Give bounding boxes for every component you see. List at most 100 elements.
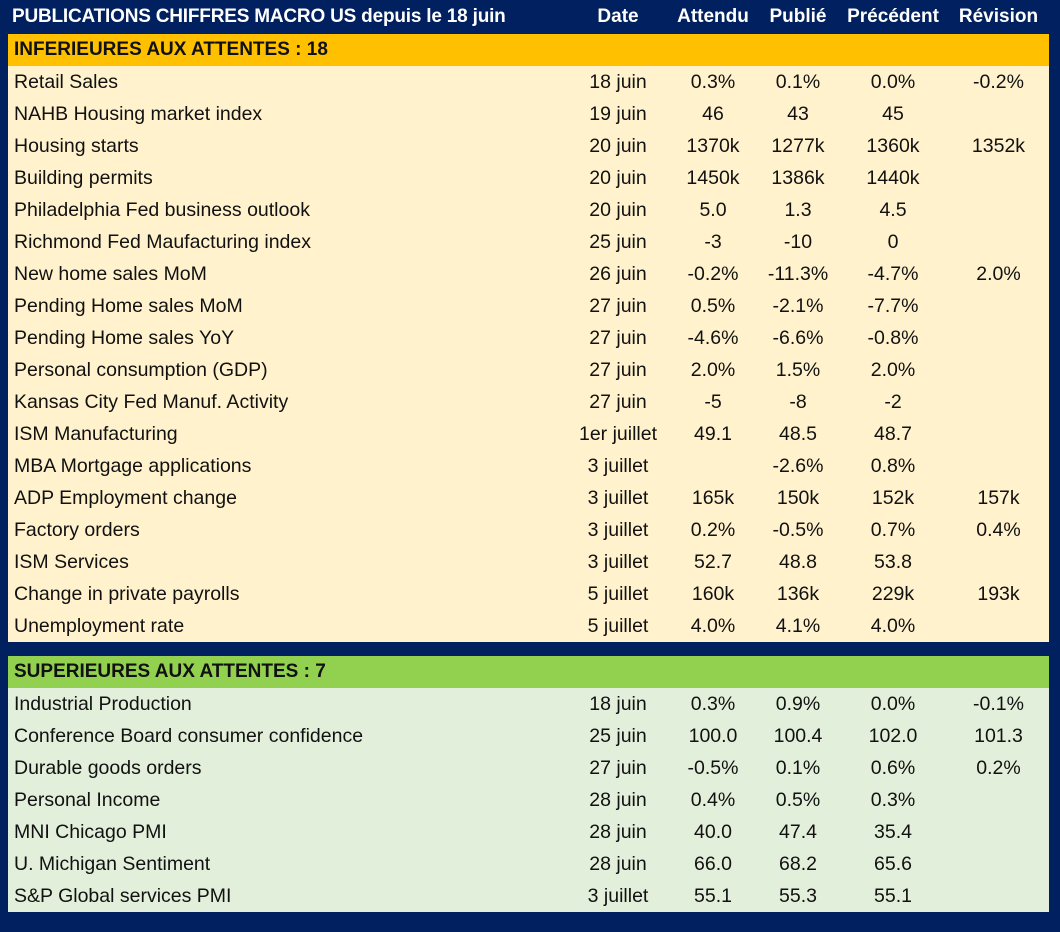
revision-value: 101.3 (974, 724, 1023, 747)
expected-value: 55.1 (694, 884, 732, 907)
revision-value: -0.2% (973, 70, 1024, 93)
revision-value: 157k (977, 486, 1020, 509)
previous-value: 4.5 (879, 198, 907, 221)
revision-value: 2.0% (976, 262, 1021, 285)
release-date: 20 juin (589, 134, 647, 157)
previous-value: 65.6 (874, 852, 912, 875)
table-row: ADP Employment change 3 juillet 165k 150k 15… (8, 482, 1049, 514)
previous-value: 0.7% (870, 518, 916, 541)
release-date: 28 juin (589, 820, 647, 843)
expected-value: -4.6% (687, 326, 739, 349)
table-row: Change in private payrolls 5 juillet 160k 1… (8, 578, 1049, 610)
release-date: 27 juin (589, 756, 647, 779)
published-value: -0.5% (772, 518, 824, 541)
previous-value: -4.7% (867, 262, 919, 285)
table-row: Industrial Production 18 juin 0.3% 0.9% 0.0%… (8, 688, 1049, 720)
expected-value: 2.0% (690, 358, 736, 381)
previous-value: -0.8% (867, 326, 919, 349)
previous-value: 0 (887, 230, 899, 253)
rows-below: Retail Sales 18 juin 0.3% 0.1% 0.0% -0.2% NAHB… (8, 66, 1049, 642)
release-date: 18 juin (589, 692, 647, 715)
indicator-name: S&P Global services PMI (14, 884, 232, 907)
table-row: MBA Mortgage applications 3 juillet -2.6% 0… (8, 450, 1049, 482)
previous-value: 1440k (866, 166, 920, 189)
release-date: 26 juin (589, 262, 647, 285)
published-value: 0.1% (775, 70, 821, 93)
expected-value: 46 (702, 102, 724, 125)
expected-value: -3 (704, 230, 722, 253)
published-value: 47.4 (779, 820, 817, 843)
table-header: PUBLICATIONS CHIFFRES MACRO US depuis le… (8, 0, 1049, 34)
table-row: Unemployment rate 5 juillet 4.0% 4.1% 4.0% (8, 610, 1049, 642)
macro-table: PUBLICATIONS CHIFFRES MACRO US depuis le… (8, 0, 1049, 912)
release-date: 3 juillet (587, 884, 649, 907)
expected-value: 0.3% (690, 692, 736, 715)
previous-value: 229k (871, 582, 915, 605)
release-date: 1er juillet (578, 422, 658, 445)
previous-value: 152k (871, 486, 915, 509)
table-row: Conference Board consumer confidence 25 j… (8, 720, 1049, 752)
indicator-name: Unemployment rate (14, 614, 185, 637)
table-row: Pending Home sales MoM 27 juin 0.5% -2.1% -7… (8, 290, 1049, 322)
published-value: 55.3 (779, 884, 817, 907)
indicator-name: Building permits (14, 166, 153, 189)
published-value: -2.1% (772, 294, 824, 317)
table-row: Philadelphia Fed business outlook 20 juin… (8, 194, 1049, 226)
expected-value: -0.2% (687, 262, 739, 285)
table-row: MNI Chicago PMI 28 juin 40.0 47.4 35.4 (8, 816, 1049, 848)
table-row: NAHB Housing market index 19 juin 46 43 45 (8, 98, 1049, 130)
table-row: Durable goods orders 27 juin -0.5% 0.1% 0.6%… (8, 752, 1049, 784)
indicator-name: Personal Income (14, 788, 161, 811)
section-title-below: INFERIEURES AUX ATTENTES : 18 (8, 34, 1049, 66)
indicator-name: NAHB Housing market index (14, 102, 263, 125)
expected-value: 165k (691, 486, 735, 509)
release-date: 18 juin (589, 70, 647, 93)
table-row: Factory orders 3 juillet 0.2% -0.5% 0.7% 0.4% (8, 514, 1049, 546)
release-date: 3 juillet (587, 550, 649, 573)
indicator-name: U. Michigan Sentiment (14, 852, 211, 875)
indicator-name: Durable goods orders (14, 756, 202, 779)
release-date: 27 juin (589, 326, 647, 349)
published-value: 0.1% (775, 756, 821, 779)
published-value: 100.4 (773, 724, 823, 747)
published-value: 1386k (771, 166, 825, 189)
published-value: 43 (787, 102, 809, 125)
revision-value: 0.4% (976, 518, 1021, 541)
published-value: 48.8 (779, 550, 817, 573)
expected-value: -5 (704, 390, 722, 413)
table-row: Richmond Fed Maufacturing index 25 juin -3… (8, 226, 1049, 258)
previous-value: 45 (882, 102, 904, 125)
col-header-revision: Révision (958, 6, 1039, 27)
published-value: 1.3 (784, 198, 812, 221)
published-value: 1277k (771, 134, 825, 157)
section-above-expectations: SUPERIEURES AUX ATTENTES : 7 Industrial … (8, 656, 1049, 912)
expected-value: 5.0 (699, 198, 727, 221)
previous-value: -7.7% (867, 294, 919, 317)
indicator-name: Factory orders (14, 518, 140, 541)
published-value: 150k (776, 486, 820, 509)
release-date: 25 juin (589, 230, 647, 253)
expected-value: 66.0 (694, 852, 732, 875)
expected-value: 0.3% (690, 70, 736, 93)
release-date: 28 juin (589, 788, 647, 811)
release-date: 27 juin (589, 294, 647, 317)
published-value: 136k (776, 582, 820, 605)
indicator-name: Change in private payrolls (14, 582, 240, 605)
indicator-name: Philadelphia Fed business outlook (14, 198, 310, 221)
expected-value: -0.5% (687, 756, 739, 779)
table-title: PUBLICATIONS CHIFFRES MACRO US depuis le… (12, 6, 506, 27)
expected-value: 0.5% (690, 294, 736, 317)
published-value: 4.1% (775, 614, 821, 637)
release-date: 5 juillet (587, 582, 649, 605)
table-row: Housing starts 20 juin 1370k 1277k 1360k 1352… (8, 130, 1049, 162)
expected-value: 0.2% (690, 518, 736, 541)
revision-value: 193k (977, 582, 1020, 605)
col-header-expected: Attendu (677, 6, 749, 27)
previous-value: 2.0% (870, 358, 916, 381)
previous-value: 48.7 (874, 422, 912, 445)
rows-above: Industrial Production 18 juin 0.3% 0.9% 0.0%… (8, 688, 1049, 912)
indicator-name: ISM Services (14, 550, 129, 573)
section-title-above: SUPERIEURES AUX ATTENTES : 7 (8, 656, 1049, 688)
table-row: S&P Global services PMI 3 juillet 55.1 55.3… (8, 880, 1049, 912)
release-date: 3 juillet (587, 454, 649, 477)
